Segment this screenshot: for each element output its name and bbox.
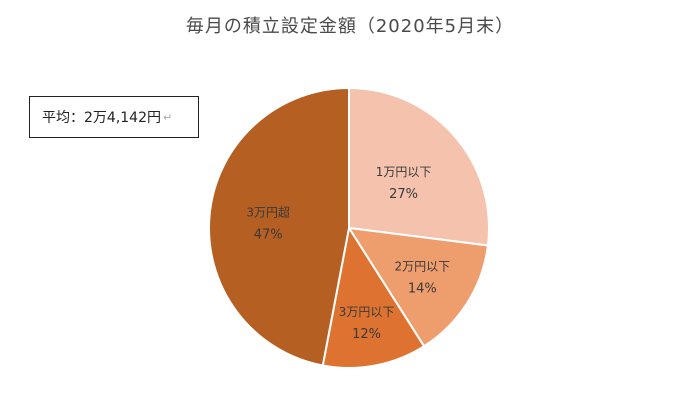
slice-category-label: 2万円以下 <box>394 260 450 274</box>
slice-value-label: 27% <box>389 187 418 202</box>
pie-slice <box>321 225 426 369</box>
chart-title: 毎月の積立設定金額（2020年5月末） <box>185 16 515 37</box>
slice-value-label: 47% <box>254 227 283 242</box>
average-annotation-box: 平均：2万4,142円 ↵ <box>29 96 199 138</box>
pie-slice <box>347 226 490 348</box>
return-mark-icon: ↵ <box>163 110 173 124</box>
slice-category-label: 3万円以下 <box>339 305 395 319</box>
slice-category-label: 3万円超 <box>246 204 290 219</box>
average-annotation-text: 平均：2万4,142円 <box>42 110 161 126</box>
slice-value-label: 12% <box>352 327 381 342</box>
slice-category-label: 1万円以下 <box>376 165 432 179</box>
pie-slice <box>348 86 490 247</box>
pie-slice <box>208 86 350 367</box>
slice-value-label: 14% <box>408 282 437 297</box>
